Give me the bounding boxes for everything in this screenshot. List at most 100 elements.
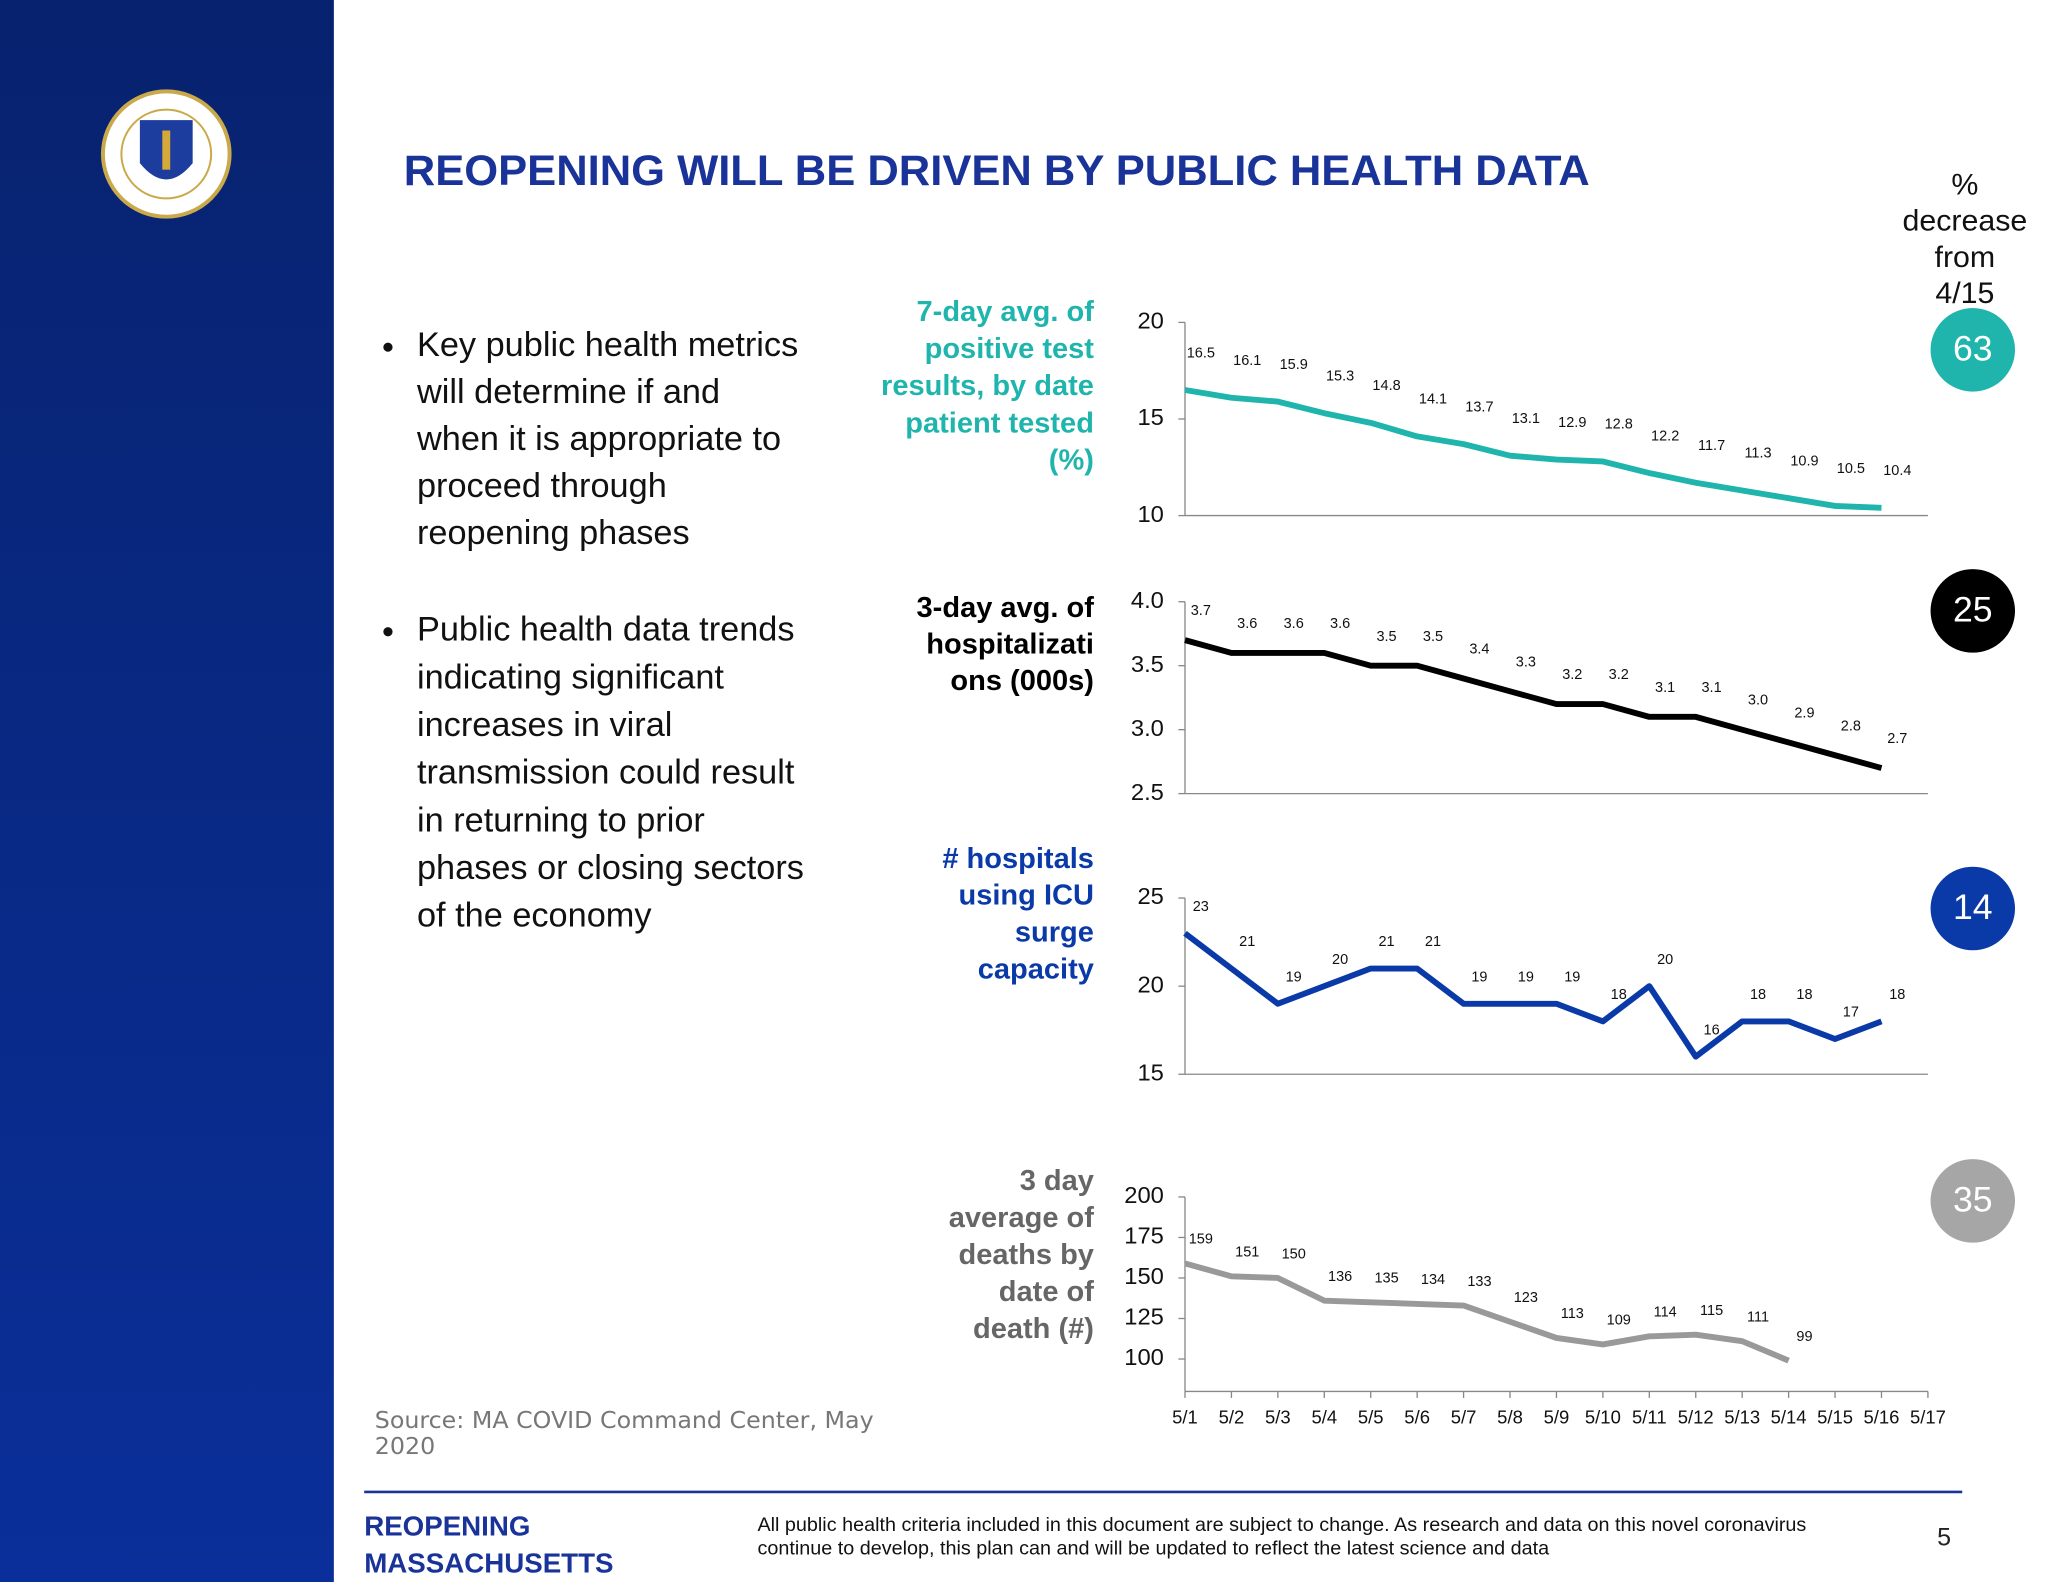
badge-value: 63 <box>1953 329 1993 369</box>
data-label: 159 <box>1189 1232 1213 1248</box>
data-label: 16 <box>1704 1022 1720 1038</box>
chart-label: date of <box>999 1276 1095 1308</box>
bullet-text: reopening phases <box>417 514 690 552</box>
data-label: 19 <box>1564 970 1580 986</box>
x-tick-label: 5/11 <box>1632 1407 1667 1428</box>
bullet-text: Public health data trends <box>417 611 794 649</box>
data-label: 123 <box>1514 1290 1538 1306</box>
x-tick-label: 5/8 <box>1497 1407 1523 1428</box>
y-tick-label: 125 <box>1124 1305 1164 1331</box>
y-tick-label: 150 <box>1124 1264 1164 1290</box>
data-label: 3.3 <box>1516 654 1536 670</box>
bullet-dot <box>383 342 393 352</box>
data-label: 115 <box>1700 1303 1723 1319</box>
data-label: 23 <box>1193 899 1209 915</box>
footer-brand: REOPENING <box>364 1511 530 1542</box>
chart-label: hospitalizati <box>926 629 1094 661</box>
y-tick-label: 20 <box>1137 309 1163 335</box>
data-label: 134 <box>1421 1272 1445 1288</box>
data-label: 21 <box>1425 934 1441 950</box>
badge-value: 35 <box>1953 1180 1993 1220</box>
seal <box>100 89 232 219</box>
chart-label: death (#) <box>973 1313 1094 1345</box>
x-tick-label: 5/5 <box>1358 1407 1384 1428</box>
y-tick-label: 25 <box>1137 884 1163 910</box>
data-label: 114 <box>1654 1305 1677 1321</box>
x-tick-label: 5/2 <box>1219 1407 1245 1428</box>
data-label: 12.9 <box>1558 415 1586 431</box>
data-label: 10.4 <box>1883 463 1911 479</box>
data-label: 16.5 <box>1187 345 1215 361</box>
data-label: 15.9 <box>1280 357 1308 373</box>
slide-title: REOPENING WILL BE DRIVEN BY PUBLIC HEALT… <box>404 147 1590 195</box>
chart-label: surge <box>1015 917 1094 949</box>
chart-label: using ICU <box>959 880 1094 912</box>
data-label: 14.8 <box>1372 378 1400 394</box>
footer-note: All public health criteria included in t… <box>757 1514 1806 1536</box>
data-label: 3.0 <box>1748 693 1768 709</box>
data-label: 109 <box>1607 1313 1631 1329</box>
chart-label: average of <box>949 1202 1095 1234</box>
bullet-text: will determine if and <box>416 373 720 411</box>
data-label: 20 <box>1332 952 1348 968</box>
x-tick-label: 5/16 <box>1864 1407 1900 1428</box>
data-label: 19 <box>1286 970 1302 986</box>
y-tick-label: 15 <box>1137 1061 1163 1087</box>
data-label: 3.1 <box>1702 680 1722 696</box>
y-tick-label: 100 <box>1124 1345 1164 1371</box>
bullet-text: of the economy <box>417 897 652 935</box>
x-tick-label: 5/3 <box>1265 1407 1291 1428</box>
chart-label: (%) <box>1049 445 1094 477</box>
data-label: 14.1 <box>1419 392 1447 408</box>
x-tick-label: 5/7 <box>1451 1407 1477 1428</box>
footer-note: continue to develop, this plan can and w… <box>757 1538 1549 1560</box>
data-label: 18 <box>1889 987 1905 1003</box>
y-tick-label: 175 <box>1124 1224 1164 1250</box>
x-tick-label: 5/9 <box>1544 1407 1570 1428</box>
bullet-text: increases in viral <box>417 706 672 744</box>
source-note: 2020 <box>375 1432 435 1460</box>
data-line <box>1184 387 1882 511</box>
decrease-heading: from <box>1935 241 1996 274</box>
badge <box>1930 308 2016 392</box>
data-label: 99 <box>1796 1329 1812 1345</box>
side-bar <box>0 0 334 1582</box>
chart-label: results, by date <box>881 370 1094 402</box>
bullet-text: phases or closing sectors <box>417 849 804 887</box>
chart-label: capacity <box>978 954 1094 986</box>
bullet-text: in returning to prior <box>417 801 705 839</box>
data-label: 21 <box>1378 934 1394 950</box>
data-label: 3.2 <box>1562 667 1582 683</box>
data-label: 3.6 <box>1330 616 1350 632</box>
data-label: 19 <box>1518 970 1534 986</box>
data-label: 12.8 <box>1605 417 1633 433</box>
x-tick-label: 5/6 <box>1404 1407 1430 1428</box>
y-tick-label: 2.5 <box>1131 780 1164 806</box>
data-label: 16.1 <box>1233 353 1261 369</box>
data-label: 3.6 <box>1284 616 1304 632</box>
data-label: 113 <box>1561 1306 1584 1322</box>
footer-brand: MASSACHUSETTS <box>364 1547 613 1578</box>
chart-label: 3-day avg. of <box>917 592 1095 624</box>
x-tick-label: 5/4 <box>1311 1407 1337 1428</box>
badge <box>1930 569 2016 653</box>
badge <box>1930 866 2016 951</box>
data-label: 133 <box>1467 1274 1491 1290</box>
data-label: 3.4 <box>1469 642 1489 658</box>
data-label: 136 <box>1328 1269 1352 1285</box>
bullet-text: Key public health metrics <box>417 326 798 364</box>
data-label: 3.5 <box>1423 629 1443 645</box>
data-label: 2.7 <box>1887 731 1907 747</box>
badge <box>1930 1159 2016 1243</box>
x-tick-label: 5/13 <box>1724 1407 1760 1428</box>
y-tick-label: 3.0 <box>1131 716 1164 742</box>
data-label: 111 <box>1747 1310 1769 1326</box>
bullet-text: proceed through <box>417 467 667 505</box>
y-tick-label: 10 <box>1137 502 1163 528</box>
y-tick-label: 20 <box>1137 972 1163 998</box>
x-tick-label: 5/1 <box>1172 1407 1198 1428</box>
data-label: 17 <box>1843 1005 1859 1021</box>
badge-value: 14 <box>1953 887 1993 927</box>
data-label: 150 <box>1282 1246 1306 1262</box>
y-tick-label: 200 <box>1124 1183 1164 1209</box>
